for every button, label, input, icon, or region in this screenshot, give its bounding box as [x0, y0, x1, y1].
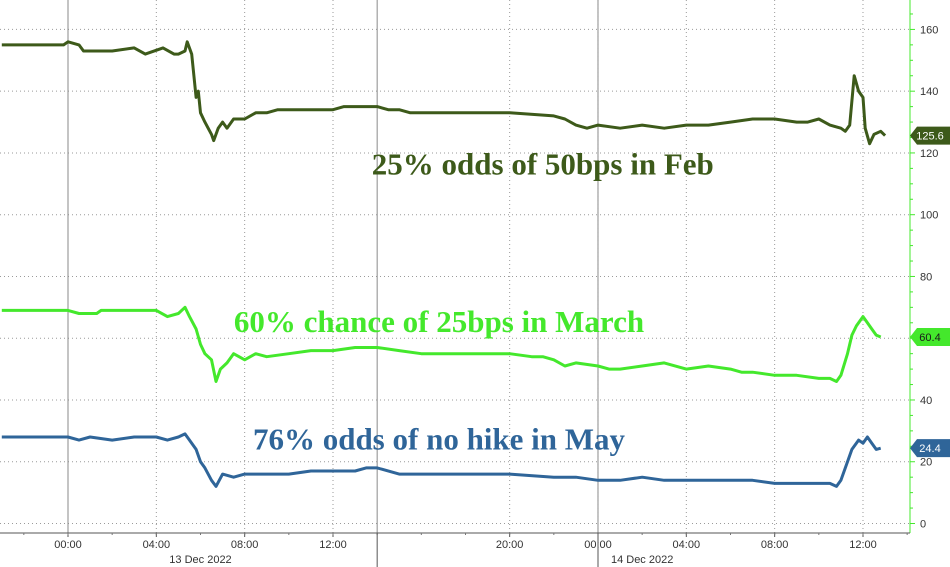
- x-tick-label: 00:00: [54, 539, 82, 551]
- series-layer: [1, 40, 887, 488]
- last-value-badges: 125.6 60.4 24.4: [910, 126, 950, 458]
- y-tick-label: 40: [920, 395, 932, 407]
- series-line-3: [1, 432, 882, 488]
- annotations: 25% odds of 50bps in Feb 60% chance of 25…: [234, 147, 714, 457]
- date-label: 13 Dec 2022: [169, 554, 231, 566]
- badge-value: 125.6: [916, 131, 944, 143]
- x-tick-label: 08:00: [231, 539, 259, 551]
- y-tick-label: 100: [920, 210, 938, 222]
- badge-shape: [910, 327, 950, 346]
- date-label: 14 Dec 2022: [611, 554, 673, 566]
- badge-value: 24.4: [919, 443, 940, 455]
- x-tick-label: 20:00: [496, 539, 524, 551]
- badge-value: 60.4: [919, 332, 940, 344]
- last-value-badge-2: 60.4: [910, 327, 950, 346]
- last-value-badge-1: 125.6: [910, 126, 950, 145]
- badge-shape: [910, 126, 950, 145]
- badge-shape: [910, 439, 950, 458]
- last-value-badge-3: 24.4: [910, 439, 950, 458]
- x-tick-label: 12:00: [319, 539, 347, 551]
- x-tick-label: 04:00: [673, 539, 701, 551]
- annotation-3: 76% odds of no hike in May: [253, 421, 626, 456]
- y-tick-label: 160: [920, 24, 938, 36]
- series-line-1: [1, 40, 887, 146]
- y-tick-label: 140: [920, 86, 938, 98]
- y-tick-label: 80: [920, 271, 932, 283]
- y-tick-label: 0: [920, 519, 926, 531]
- grid: [0, 0, 910, 533]
- series-line-2: [1, 305, 882, 383]
- annotation-2: 60% chance of 25bps in March: [234, 304, 644, 339]
- annotation-1: 25% odds of 50bps in Feb: [372, 147, 714, 182]
- x-tick-label: 08:00: [761, 539, 789, 551]
- y-tick-label: 120: [920, 148, 938, 160]
- y-tick-label: 20: [920, 457, 932, 469]
- x-tick-label: 04:00: [143, 539, 171, 551]
- x-tick-label: 12:00: [849, 539, 877, 551]
